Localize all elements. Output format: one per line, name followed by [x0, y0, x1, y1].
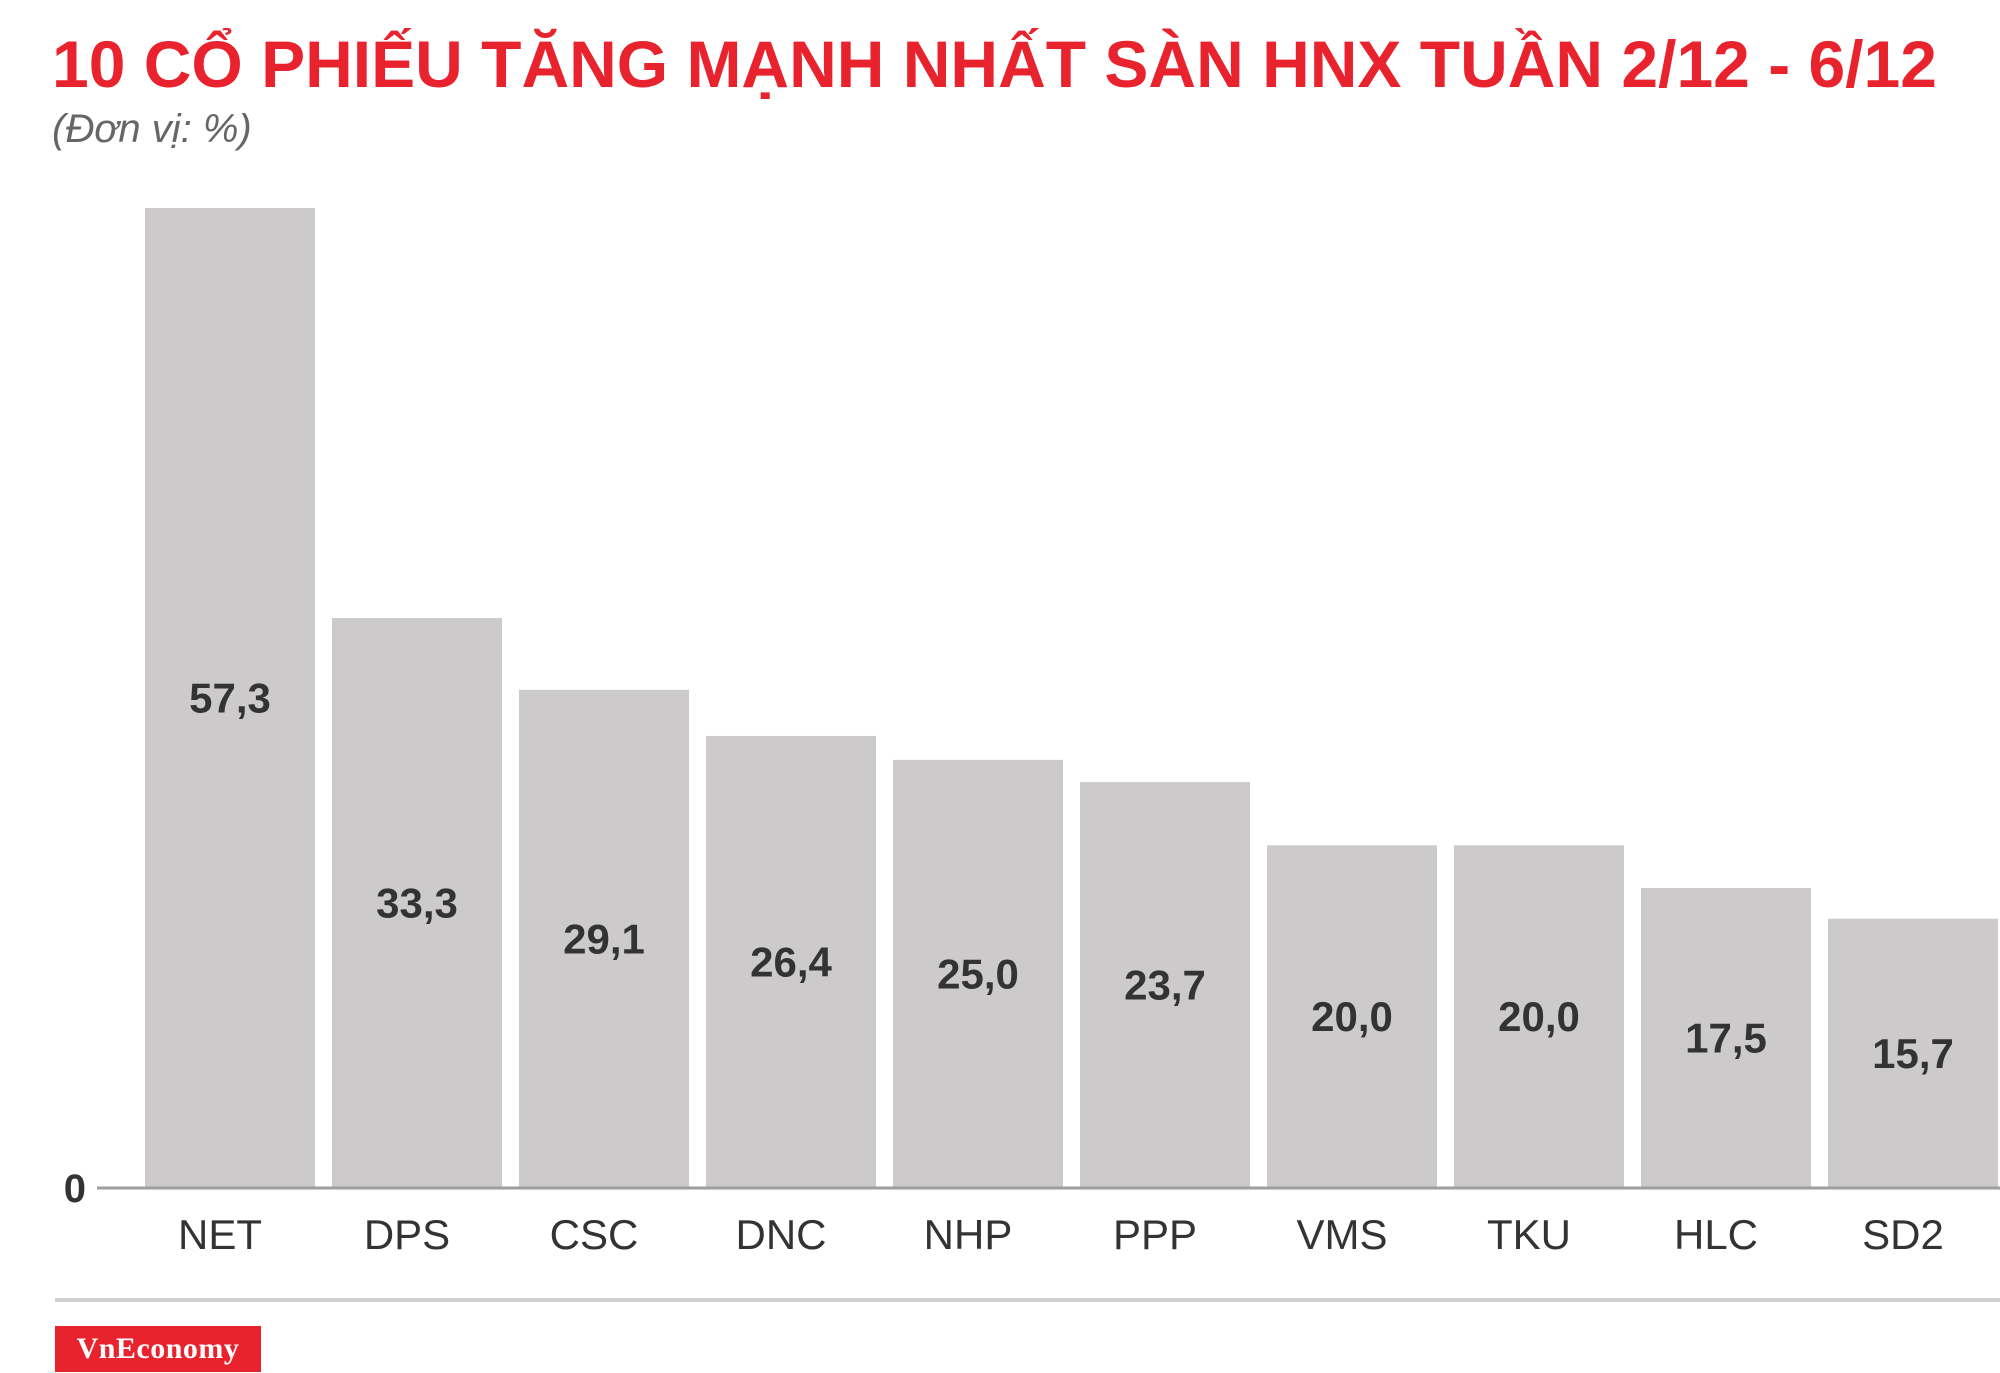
category-label-nhp: NHP [924, 1211, 1013, 1258]
bar-vms [1267, 845, 1437, 1187]
bars-layer [145, 208, 1998, 1187]
category-label-ppp: PPP [1113, 1211, 1197, 1258]
value-label-vms: 20,0 [1311, 993, 1393, 1040]
category-label-hlc: HLC [1674, 1211, 1758, 1258]
bar-csc [519, 689, 689, 1187]
value-label-ppp: 23,7 [1124, 962, 1206, 1009]
footer-divider [55, 1298, 2000, 1302]
value-labels-layer: 57,3 33,3 29,1 26,4 25,0 23,7 20,0 20,0 17,5 15,7 [189, 675, 1954, 1077]
value-label-tku: 20,0 [1498, 993, 1580, 1040]
bar-tku [1454, 845, 1624, 1187]
category-label-sd2: SD2 [1862, 1211, 1944, 1258]
category-label-dps: DPS [364, 1211, 450, 1258]
value-label-sd2: 15,7 [1872, 1030, 1954, 1077]
bar-hlc [1641, 888, 1811, 1187]
value-label-net: 57,3 [189, 675, 271, 722]
value-label-csc: 29,1 [563, 915, 645, 962]
category-label-net: NET [178, 1211, 262, 1258]
value-label-hlc: 17,5 [1685, 1015, 1767, 1062]
bar-nhp [893, 759, 1063, 1187]
category-label-dnc: DNC [736, 1211, 827, 1258]
bar-dnc [706, 735, 876, 1187]
bar-sd2 [1828, 918, 1998, 1187]
chart-unit-subtitle: (Đơn vị: %) [52, 107, 252, 151]
value-label-nhp: 25,0 [937, 950, 1019, 997]
y-tick-label-zero: 0 [64, 1167, 86, 1211]
category-label-csc: CSC [550, 1211, 639, 1258]
x-axis: NET DPS CSC DNC NHP PPP VMS TKU HLC SD2 0 [64, 1167, 2000, 1258]
category-label-tku: TKU [1487, 1211, 1571, 1258]
bar-dps [332, 618, 502, 1187]
vneconomy-logo: VnEconomy [55, 1326, 261, 1372]
value-label-dnc: 26,4 [750, 938, 832, 985]
bar-ppp [1080, 782, 1250, 1187]
chart-title: 10 CỔ PHIẾU TĂNG MẠNH NHẤT SÀN HNX TUẦN … [52, 27, 1937, 101]
category-label-vms: VMS [1296, 1211, 1387, 1258]
value-label-dps: 33,3 [376, 880, 458, 927]
bar-net [145, 208, 315, 1187]
